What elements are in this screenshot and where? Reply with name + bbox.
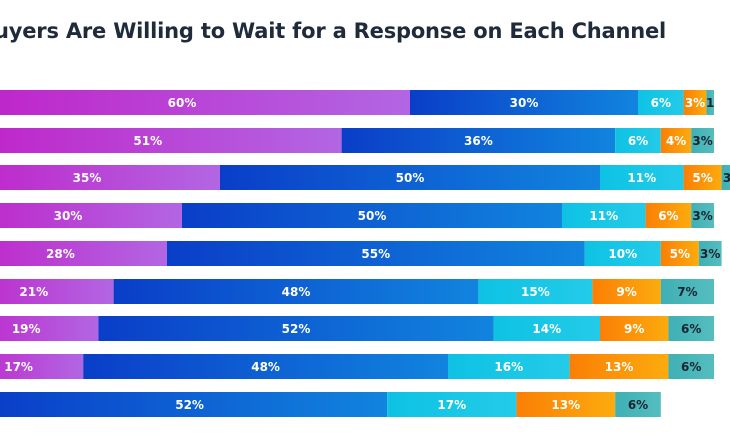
label-teal-row-8: 6% <box>681 360 701 374</box>
label-cyan-row-4: 11% <box>589 209 618 223</box>
bar-orange-row-8 <box>569 354 669 379</box>
bar-orange-row-9 <box>516 392 616 417</box>
bar-orange-row-3 <box>683 165 722 190</box>
bar-teal-row-4 <box>691 203 714 228</box>
label-orange-row-3: 5% <box>692 171 712 185</box>
bar-cyan-row-1 <box>638 90 684 115</box>
label-teal-row-2: 3% <box>692 134 712 148</box>
label-orange-row-4: 6% <box>658 209 678 223</box>
label-orange-row-2: 4% <box>666 134 686 148</box>
bar-orange-row-5 <box>660 241 699 266</box>
label-orange-row-1: 3% <box>685 96 705 110</box>
label-teal-row-6: 7% <box>677 285 697 299</box>
label-blue-row-8: 48% <box>251 360 280 374</box>
bar-orange-row-2 <box>660 128 692 153</box>
label-purple-row-3: 35% <box>73 171 102 185</box>
label-orange-row-5: 5% <box>670 247 690 261</box>
label-teal-row-9: 6% <box>628 398 648 412</box>
chart-title: uyers Are Willing to Wait for a Response… <box>0 19 667 43</box>
bar-orange-row-1 <box>683 90 707 115</box>
label-teal-row-3: 3% <box>723 171 730 185</box>
bar-cyan-row-6 <box>478 279 593 304</box>
bar-teal-row-9 <box>615 392 661 417</box>
label-blue-row-7: 52% <box>282 322 311 336</box>
label-blue-row-3: 50% <box>396 171 425 185</box>
label-blue-row-2: 36% <box>464 134 493 148</box>
label-blue-row-4: 50% <box>358 209 387 223</box>
bar-blue-row-2 <box>341 128 616 153</box>
label-cyan-row-5: 10% <box>608 247 637 261</box>
label-cyan-row-8: 16% <box>494 360 523 374</box>
bar-purple-row-4 <box>0 203 182 228</box>
bar-orange-row-7 <box>600 316 669 341</box>
label-cyan-row-1: 6% <box>651 96 671 110</box>
label-orange-row-7: 9% <box>624 322 644 336</box>
label-cyan-row-3: 11% <box>627 171 656 185</box>
label-purple-row-5: 28% <box>46 247 75 261</box>
bar-blue-row-1 <box>410 90 638 115</box>
bar-blue-row-8 <box>83 354 448 379</box>
bar-teal-row-6 <box>660 279 714 304</box>
bar-purple-row-7 <box>0 316 99 341</box>
bar-teal-row-8 <box>668 354 714 379</box>
label-cyan-row-7: 14% <box>532 322 561 336</box>
bar-teal-row-7 <box>668 316 714 341</box>
bar-orange-row-6 <box>592 279 661 304</box>
label-blue-row-9: 52% <box>175 398 204 412</box>
label-blue-row-1: 30% <box>510 96 539 110</box>
bar-teal-row-1 <box>706 90 714 115</box>
bar-cyan-row-8 <box>448 354 570 379</box>
bar-blue-row-3 <box>220 165 600 190</box>
bar-cyan-row-2 <box>615 128 661 153</box>
bar-blue-row-4 <box>182 203 562 228</box>
label-purple-row-6: 21% <box>19 285 48 299</box>
label-orange-row-8: 13% <box>605 360 634 374</box>
bar-purple-row-1 <box>0 90 410 115</box>
bar-blue-row-6 <box>113 279 479 304</box>
label-cyan-row-2: 6% <box>628 134 648 148</box>
label-teal-row-4: 3% <box>692 209 712 223</box>
bar-purple-row-3 <box>0 165 220 190</box>
label-teal-row-7: 6% <box>681 322 701 336</box>
bar-purple-row-5 <box>0 241 167 266</box>
label-purple-row-4: 30% <box>54 209 83 223</box>
bar-orange-row-4 <box>645 203 692 228</box>
bar-teal-row-2 <box>691 128 714 153</box>
label-teal-row-1: 1 <box>706 96 714 110</box>
label-purple-row-1: 60% <box>168 96 197 110</box>
bar-cyan-row-4 <box>562 203 646 228</box>
bar-purple-row-8 <box>0 354 84 379</box>
bar-blue-row-7 <box>98 316 494 341</box>
bar-blue-row-5 <box>166 241 585 266</box>
label-cyan-row-6: 15% <box>521 285 550 299</box>
bar-purple-row-6 <box>0 279 114 304</box>
bar-teal-row-5 <box>698 241 722 266</box>
bar-cyan-row-5 <box>584 241 661 266</box>
bar-cyan-row-9 <box>387 392 517 417</box>
label-purple-row-8: 17% <box>4 360 33 374</box>
label-cyan-row-9: 17% <box>437 398 466 412</box>
label-purple-row-2: 51% <box>133 134 162 148</box>
label-teal-row-5: 3% <box>700 247 720 261</box>
bar-cyan-row-3 <box>600 165 684 190</box>
label-orange-row-6: 9% <box>616 285 636 299</box>
label-blue-row-6: 48% <box>282 285 311 299</box>
bar-purple-row-2 <box>0 128 342 153</box>
label-purple-row-7: 19% <box>12 322 41 336</box>
label-blue-row-5: 55% <box>361 247 390 261</box>
bar-teal-row-3 <box>721 165 730 190</box>
bar-cyan-row-7 <box>493 316 600 341</box>
bar-blue-row-9 <box>0 392 388 417</box>
label-orange-row-9: 13% <box>551 398 580 412</box>
